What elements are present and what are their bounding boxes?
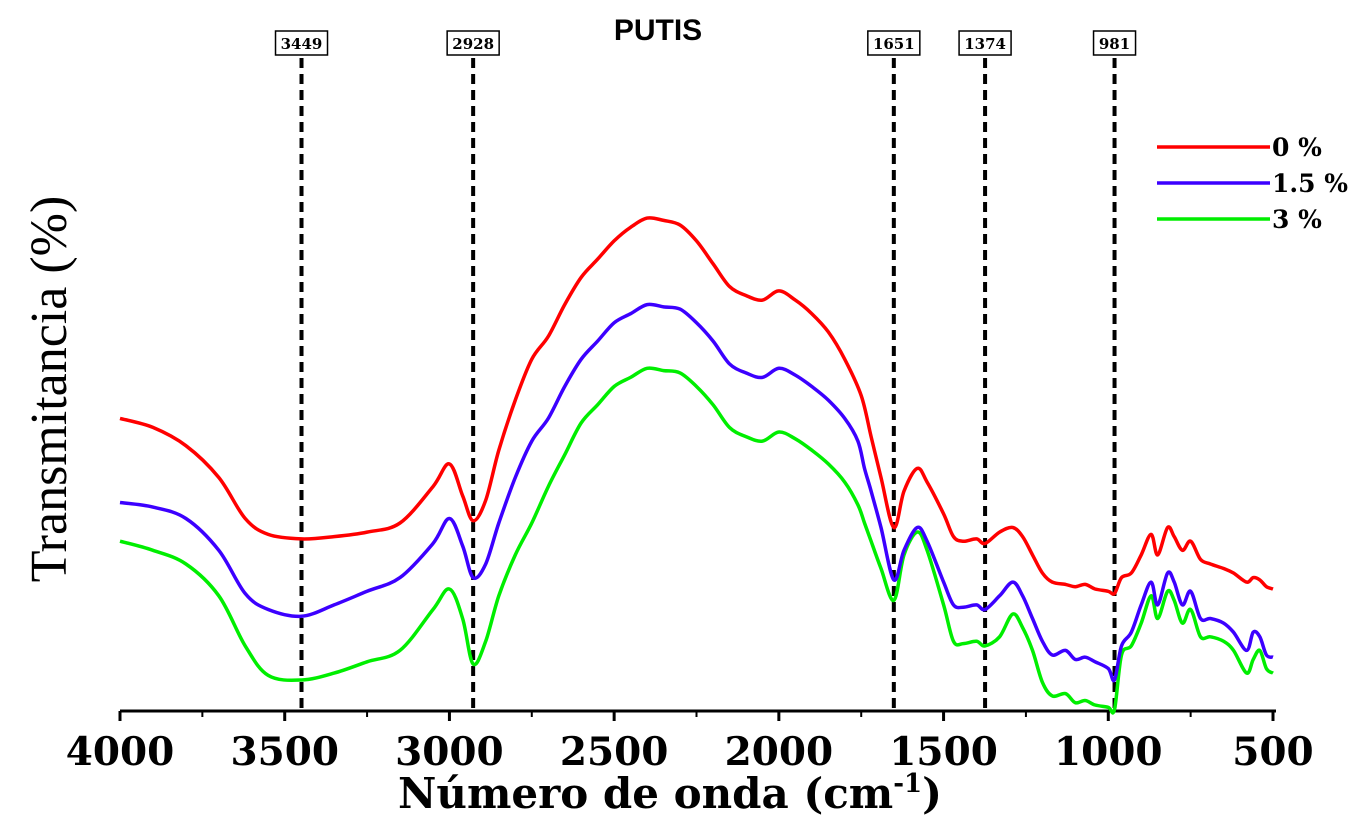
x-tick-label: 3000 [395, 729, 504, 775]
x-tick-label: 2000 [725, 729, 834, 775]
peak-label: 1651 [873, 35, 915, 53]
x-tick-label: 2500 [560, 729, 669, 775]
x-tick-label: 500 [1232, 729, 1313, 775]
peak-label: 3449 [281, 35, 323, 53]
x-axis-label: Número de onda (cm-1) [398, 769, 942, 818]
peak-label: 2928 [452, 35, 494, 53]
series-line-2 [119, 366, 1274, 715]
x-ticks: 4000 3500 3000 2500 2000 1500 1000 500 [66, 711, 1314, 775]
peak-label-box [274, 30, 329, 56]
peak-label: 1374 [964, 35, 1006, 53]
peak-label-box [958, 30, 1012, 56]
x-tick-label: 1500 [889, 729, 998, 775]
legend-label: 3 % [1272, 205, 1322, 234]
legend-label: 0 % [1272, 133, 1322, 162]
x-axis-label-sup: -1 [893, 769, 922, 799]
series-line-0 [119, 216, 1274, 596]
legend: 0 % 1.5 % 3 % [1157, 133, 1348, 234]
x-axis-label-close: ) [922, 769, 942, 818]
series-line-1 [119, 302, 1274, 683]
peak-annotations: 3449 2928 1651 1374 981 [274, 30, 1137, 711]
peak-label: 981 [1099, 35, 1130, 53]
peak-label-box [867, 30, 921, 56]
x-tick-label: 4000 [66, 729, 175, 775]
peak-label-box [446, 30, 500, 56]
series-lines [119, 216, 1274, 715]
peak-label-box [1092, 30, 1137, 56]
x-tick-label: 3500 [230, 729, 339, 775]
x-axis-label-main: Número de onda (cm [398, 769, 893, 818]
x-tick-label: 1000 [1054, 729, 1163, 775]
chart-title: PUTIS [614, 14, 702, 47]
legend-label: 1.5 % [1272, 169, 1348, 198]
y-axis-label: Transmitancia (%) [21, 196, 78, 583]
